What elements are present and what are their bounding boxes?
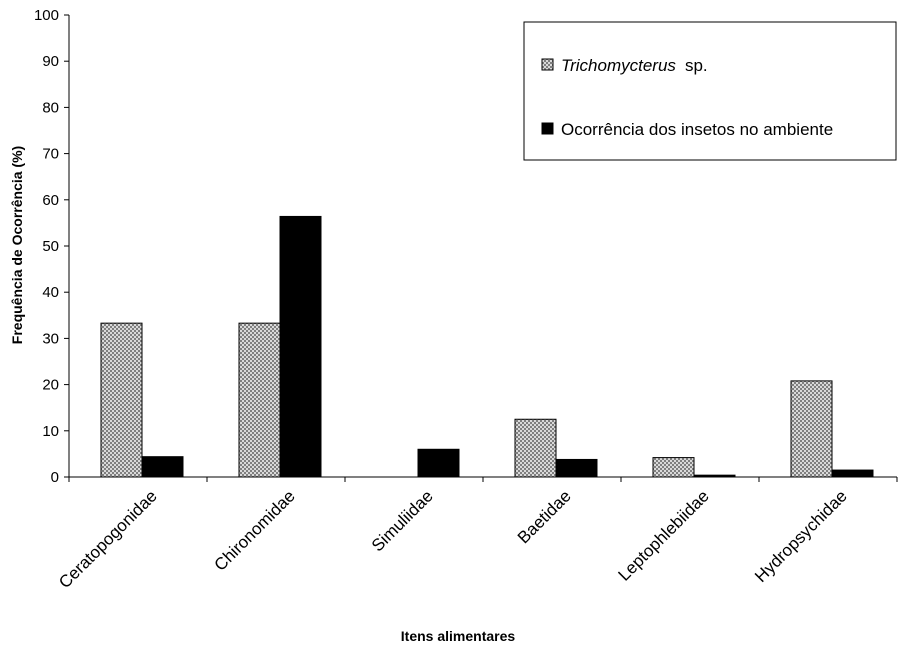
x-category-label: Hydropsychidae — [751, 486, 851, 586]
bar-trichomycterus — [652, 457, 695, 478]
x-axis-title: Itens alimentares — [401, 628, 516, 644]
y-tick-label: 20 — [42, 377, 59, 394]
bar-trichomycterus — [514, 418, 557, 478]
y-tick-label: 70 — [42, 146, 59, 163]
bar-ocorrencia — [831, 469, 874, 478]
bar-ocorrencia — [279, 215, 322, 478]
y-tick-label: 10 — [42, 423, 59, 440]
x-category-label: Leptophlebiidae — [614, 486, 712, 584]
y-tick-label: 80 — [42, 99, 59, 116]
x-category-label: Simuliidae — [368, 486, 437, 555]
y-tick-label: 30 — [42, 330, 59, 347]
bar-trichomycterus — [790, 380, 833, 478]
y-tick-label: 100 — [34, 7, 59, 24]
x-category-label: Ceratopogonidae — [55, 486, 161, 592]
y-tick-label: 50 — [42, 238, 59, 255]
bar-ocorrencia — [417, 448, 460, 478]
legend-box — [523, 21, 897, 161]
y-axis-title: Frequência de Ocorrência (%) — [9, 146, 25, 344]
legend: Trichomycterus sp. Ocorrência dos insetos… — [523, 21, 897, 161]
legend-label-trichomycterus: Trichomycterus sp. — [561, 56, 708, 75]
bar-ocorrencia — [555, 458, 598, 478]
bar-ocorrencia — [141, 456, 184, 478]
legend-label-italic: Trichomycterus — [561, 56, 676, 75]
x-category-label: Baetidae — [514, 486, 575, 547]
y-tick-label: 0 — [51, 469, 59, 486]
legend-label-suffix: sp. — [685, 56, 708, 75]
y-tick-label: 60 — [42, 192, 59, 209]
bars-layer — [100, 215, 874, 478]
bar-trichomycterus — [238, 322, 281, 478]
bar-trichomycterus — [100, 322, 143, 478]
legend-swatch-trichomycterus — [541, 58, 554, 71]
x-category-label: Chironomidae — [211, 486, 299, 574]
legend-label-ocorrencia: Ocorrência dos insetos no ambiente — [561, 120, 833, 139]
legend-swatch-ocorrencia — [541, 122, 554, 135]
y-tick-label: 40 — [42, 284, 59, 301]
y-tick-label: 90 — [42, 53, 59, 70]
